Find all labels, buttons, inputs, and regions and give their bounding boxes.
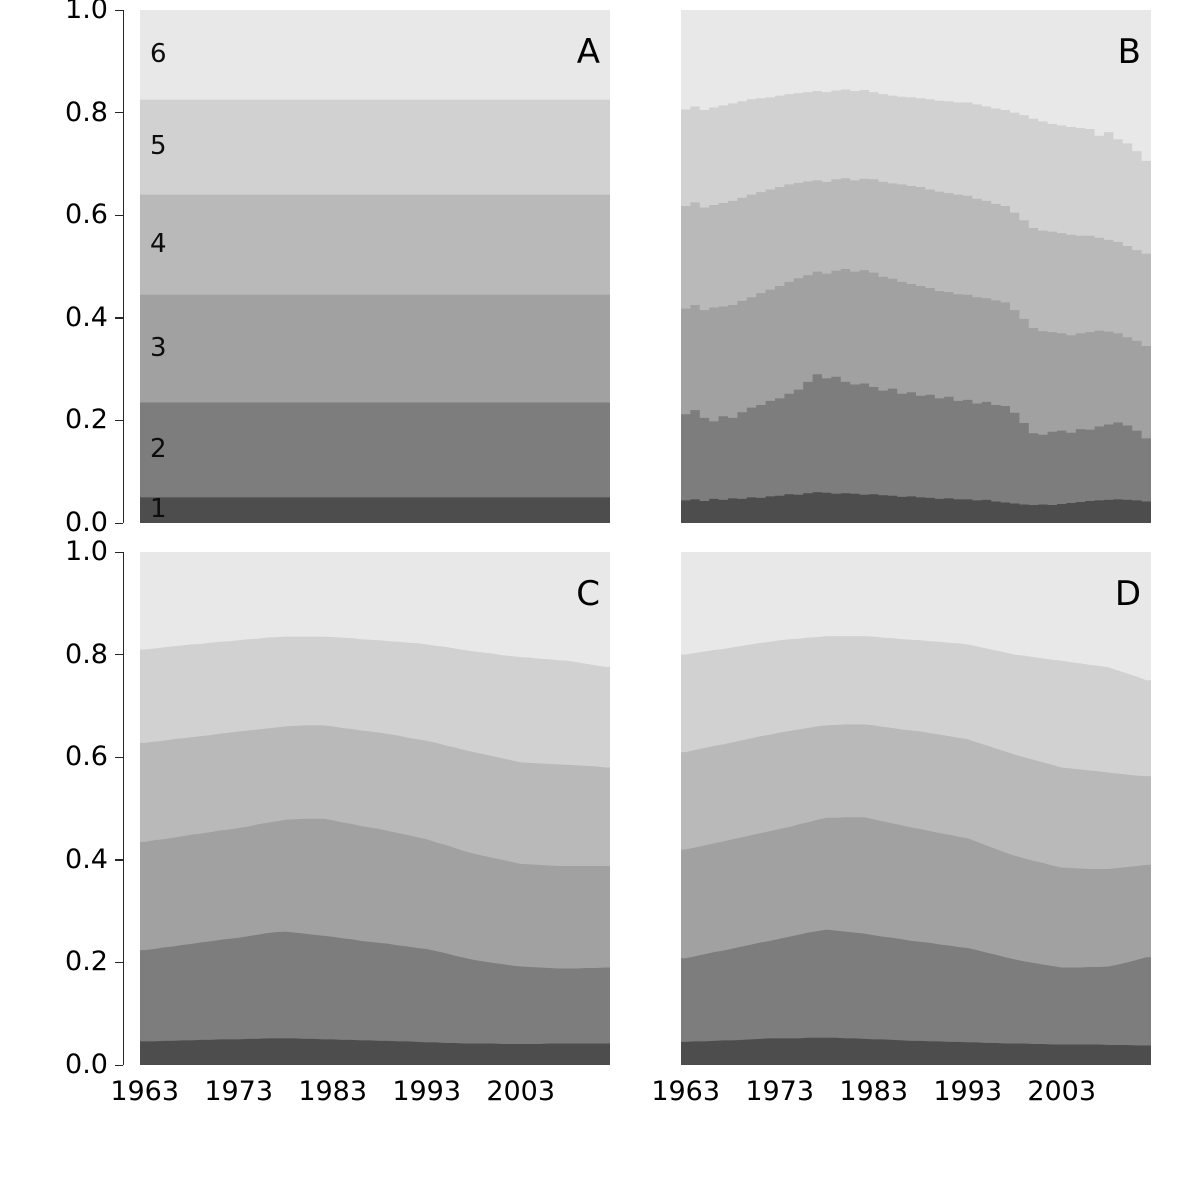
x-tick-label: 2003 <box>486 1076 556 1107</box>
y-tick <box>115 961 123 964</box>
band-label-6: 6 <box>150 38 167 69</box>
y-tick <box>115 9 123 11</box>
y-tick <box>115 522 123 524</box>
panel-d-letter: D <box>1114 574 1141 614</box>
panel-d-band-1-area <box>681 1037 1151 1065</box>
y-tick-label: 0.4 <box>65 301 108 333</box>
y-tick <box>115 214 123 217</box>
panel-b-plot <box>681 10 1151 523</box>
band-label-1: 1 <box>150 494 167 525</box>
panel-b-band-2-area <box>681 374 1151 523</box>
y-tick <box>115 654 123 656</box>
panel-a-band-2-area <box>140 402 610 523</box>
panel-c-band-1-area <box>140 1038 610 1065</box>
panel-a: A 1 2 3 4 5 6 <box>140 10 610 525</box>
x-tick-label: 1963 <box>651 1076 721 1107</box>
panel-a-plot <box>140 10 610 523</box>
band-label-5: 5 <box>150 131 167 162</box>
y-tick-label: 0.6 <box>65 199 108 231</box>
x-tick-label: 1993 <box>392 1076 462 1107</box>
x-tick-label: 1973 <box>745 1076 815 1107</box>
panel-a-band-1-area <box>140 497 610 523</box>
y-tick-label: 0.2 <box>65 404 108 436</box>
y-tick-label: 0.0 <box>65 1049 108 1080</box>
y-tick <box>115 551 123 553</box>
y-tick-label: 1.0 <box>65 0 108 25</box>
y-tick-label: 0.0 <box>65 507 108 538</box>
y-tick <box>115 756 123 759</box>
panel-d-plot <box>681 552 1151 1065</box>
panel-c-letter: C <box>576 574 600 614</box>
x-tick-label: 1973 <box>204 1076 274 1107</box>
y-tick <box>115 1064 123 1066</box>
x-tick-label: 1983 <box>298 1076 368 1107</box>
y-tick <box>115 317 123 319</box>
y-tick-label: 1.0 <box>65 536 108 567</box>
y-tick <box>115 859 123 861</box>
x-tick-label: 2003 <box>1027 1076 1097 1107</box>
panel-c-plot <box>140 552 610 1065</box>
band-label-2: 2 <box>150 433 167 464</box>
panel-c: C <box>140 552 610 1065</box>
panel-a-letter: A <box>576 32 600 72</box>
band-label-3: 3 <box>150 332 167 363</box>
x-tick-label: 1993 <box>933 1076 1003 1107</box>
panel-b-band-1-area <box>681 492 1151 523</box>
y-tick-label: 0.4 <box>65 843 108 875</box>
y-axis-spine <box>123 10 125 523</box>
panel-b-letter: B <box>1117 32 1141 72</box>
y-tick-label: 0.2 <box>65 946 108 978</box>
panel-d-band-2-area <box>681 929 1151 1065</box>
y-tick-label: 0.8 <box>65 96 108 128</box>
panel-c-band-2-area <box>140 931 610 1065</box>
x-tick-label: 1983 <box>839 1076 909 1107</box>
x-tick-label: 1963 <box>110 1076 180 1107</box>
panel-b: B <box>681 10 1151 523</box>
y-tick <box>115 419 123 422</box>
panel-d: D <box>681 552 1151 1065</box>
y-tick-label: 0.8 <box>65 638 108 670</box>
y-tick <box>115 112 123 114</box>
band-label-4: 4 <box>150 228 167 259</box>
y-tick-label: 0.6 <box>65 741 108 773</box>
y-axis-spine <box>123 552 125 1065</box>
